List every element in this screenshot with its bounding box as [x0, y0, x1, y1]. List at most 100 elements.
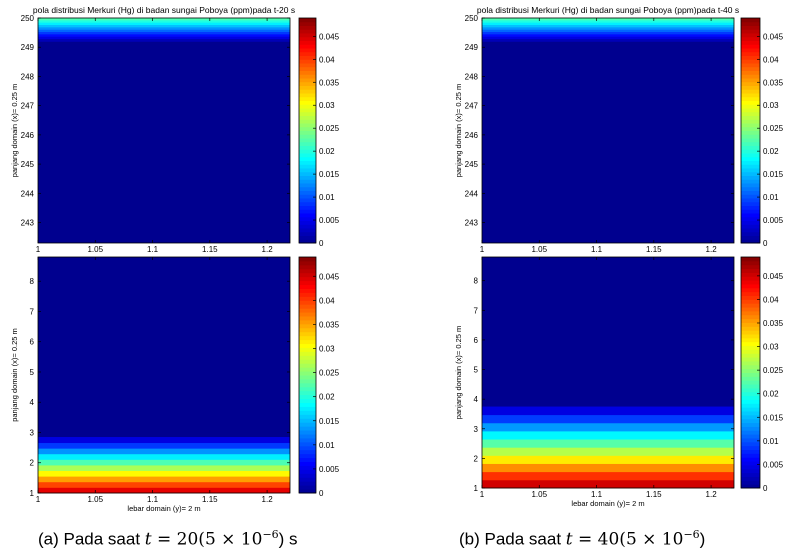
colorbar-segment	[741, 33, 760, 38]
colorbar-segment	[299, 239, 316, 244]
y-tick-label: 244	[465, 189, 479, 198]
colorbar-segment	[299, 449, 316, 455]
colorbar-tick-label: 0.025	[763, 124, 784, 133]
colorbar-segment	[299, 220, 316, 225]
x-tick-label: 1.2	[262, 495, 274, 504]
colorbar-segment	[299, 489, 316, 494]
colorbar-segment	[741, 411, 760, 416]
heatmap-band	[38, 465, 290, 472]
colorbar-segment	[741, 44, 760, 49]
x-axis-label: lebar domain (y)= 2 m	[127, 504, 200, 513]
colorbar-segment	[299, 36, 316, 41]
colorbar-segment	[299, 186, 316, 191]
colorbar-tick-label: 0.04	[763, 295, 779, 304]
colorbar-frame	[298, 256, 317, 494]
colorbar-segment	[299, 284, 316, 289]
colorbar-segment	[299, 371, 316, 376]
caption-a: (a) Pada saat t = 20(5 × 10−6) s	[38, 528, 298, 550]
colorbar-segment	[741, 318, 760, 323]
colorbar-segment	[741, 272, 760, 277]
colorbar-segment	[299, 453, 316, 459]
colorbar-segment	[299, 145, 316, 150]
heatmap-band	[482, 447, 734, 456]
colorbar-segment	[299, 171, 316, 176]
colorbar-segment	[741, 119, 760, 124]
colorbar-segment	[741, 186, 760, 191]
colorbar-segment	[299, 434, 316, 439]
colorbar-segment	[741, 66, 760, 71]
x-tick-label: 1.1	[591, 245, 603, 254]
colorbar-segment	[741, 264, 760, 270]
colorbar-segment	[299, 55, 316, 60]
colorbar-segment	[741, 391, 760, 397]
colorbar-segment	[741, 21, 760, 26]
colorbar-segment	[299, 85, 316, 90]
colorbar-segment	[299, 485, 316, 490]
caption-b-math: t	[565, 529, 573, 550]
colorbar-segment	[741, 461, 760, 466]
colorbar-tick-label: 0.02	[319, 147, 335, 156]
colorbar-segment	[741, 130, 760, 135]
x-tick-label: 1.15	[202, 245, 218, 254]
x-axis-label: lebar domain (y)= 2 m	[571, 499, 644, 508]
colorbar-frame	[740, 256, 761, 489]
x-tick-label: 1.05	[531, 245, 547, 254]
colorbar-segment	[741, 55, 760, 60]
colorbar-segment	[741, 295, 760, 300]
colorbar-segment	[299, 288, 316, 293]
colorbar-segment	[299, 198, 316, 203]
y-tick-label: 5	[474, 366, 479, 375]
colorbar-segment	[741, 48, 760, 53]
x-tick-label: 1.05	[87, 245, 103, 254]
colorbar-segment	[299, 115, 316, 120]
colorbar-tick-label: 0.02	[763, 147, 779, 156]
colorbar-tick-label: 0.035	[319, 78, 340, 87]
heatmap-band	[482, 25, 734, 28]
y-tick-label: 7	[30, 307, 35, 316]
colorbar-tick-label: 0.045	[763, 272, 784, 281]
colorbar-tick-label: 0.015	[763, 413, 784, 422]
colorbar-tick-label: 0.005	[319, 465, 340, 474]
colorbar-segment	[299, 469, 316, 474]
heatmap-band	[38, 442, 290, 449]
colorbar-tick-label: 0.035	[763, 78, 784, 87]
colorbar-segment	[299, 228, 316, 233]
colorbar-segment	[741, 334, 760, 339]
colorbar-segment	[741, 63, 760, 68]
colorbar-segment	[741, 51, 760, 56]
colorbar-segment	[741, 201, 760, 206]
colorbar-segment	[741, 93, 760, 98]
colorbar-segment	[299, 382, 316, 388]
heatmap-band	[38, 470, 290, 477]
colorbar-segment	[299, 457, 316, 463]
y-tick-label: 7	[474, 306, 479, 315]
caption-a-tail: ) s	[278, 529, 298, 549]
heatmap-band	[482, 27, 734, 31]
colorbar-segment	[299, 153, 316, 158]
colorbar-segment	[741, 29, 760, 34]
heatmap-band	[482, 439, 734, 448]
caption-b-prefix: (b) Pada saat	[459, 529, 566, 549]
y-tick-label: 248	[465, 72, 479, 81]
colorbar-segment	[741, 231, 760, 236]
colorbar-tick-label: 0.03	[763, 343, 779, 352]
x-tick-label: 1	[480, 245, 485, 254]
colorbar-tick-label: 0.035	[763, 319, 784, 328]
heatmap-band	[482, 39, 734, 42]
colorbar-segment	[299, 378, 316, 384]
colorbar-segment	[741, 283, 760, 289]
colorbar-segment	[741, 384, 760, 389]
y-tick-label: 1	[474, 484, 479, 493]
colorbar-segment	[741, 430, 760, 435]
colorbar-segment	[741, 330, 760, 335]
colorbar-segment	[299, 335, 316, 341]
colorbar-segment	[299, 445, 316, 451]
colorbar-tick-label: 0.04	[319, 55, 335, 64]
colorbar-segment	[299, 461, 316, 466]
figure-canvas: pola distribusi Merkuri (Hg) di badan su…	[10, 5, 784, 513]
colorbar-segment	[741, 81, 760, 86]
colorbar: 0 0.005 0.01 0.015 0.02 0.025 0.03 0.035 0.04 0.0…	[740, 17, 784, 248]
colorbar-segment	[299, 264, 316, 270]
colorbar-tick-label: 0	[319, 239, 324, 248]
colorbar-segment	[741, 268, 760, 273]
